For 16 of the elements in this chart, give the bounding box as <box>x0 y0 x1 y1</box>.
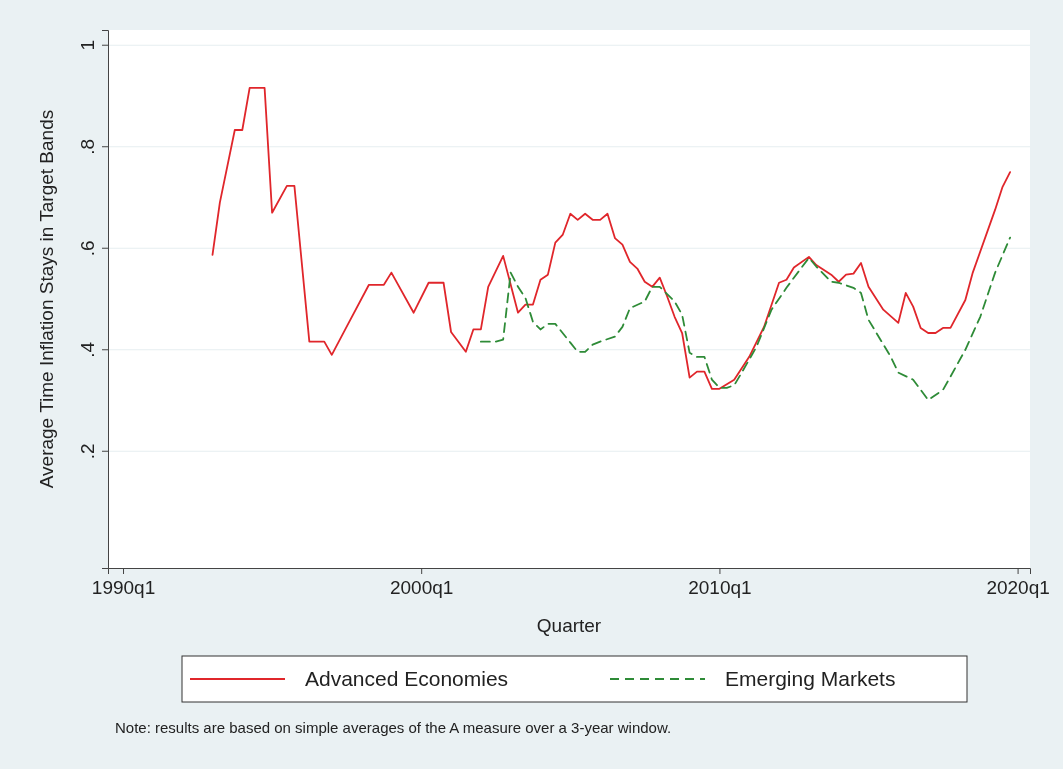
y-tick-label: .8 <box>77 138 98 155</box>
y-tick-label: .6 <box>77 240 98 257</box>
x-tick-label: 1990q1 <box>91 577 156 599</box>
x-tick-label: 2020q1 <box>986 577 1050 599</box>
x-tick-label: 2000q1 <box>389 577 454 599</box>
line-series <box>479 236 1011 401</box>
x-tick-label: 2010q1 <box>688 577 752 599</box>
legend-label: Emerging Markets <box>725 667 896 690</box>
y-tick-label: .4 <box>77 341 98 358</box>
text: Note: results are based on simple averages of the A measure over a 3-year window. <box>115 719 672 736</box>
line-series <box>211 86 1011 390</box>
y-axis-title: Average Time Inflation Stays in Target Bands <box>36 109 57 489</box>
y-tick-label: .2 <box>77 443 98 460</box>
y-tick-label: 1 <box>77 39 98 51</box>
x-axis-title: Quarter <box>536 615 602 636</box>
legend-label: Advanced Economies <box>305 667 509 690</box>
